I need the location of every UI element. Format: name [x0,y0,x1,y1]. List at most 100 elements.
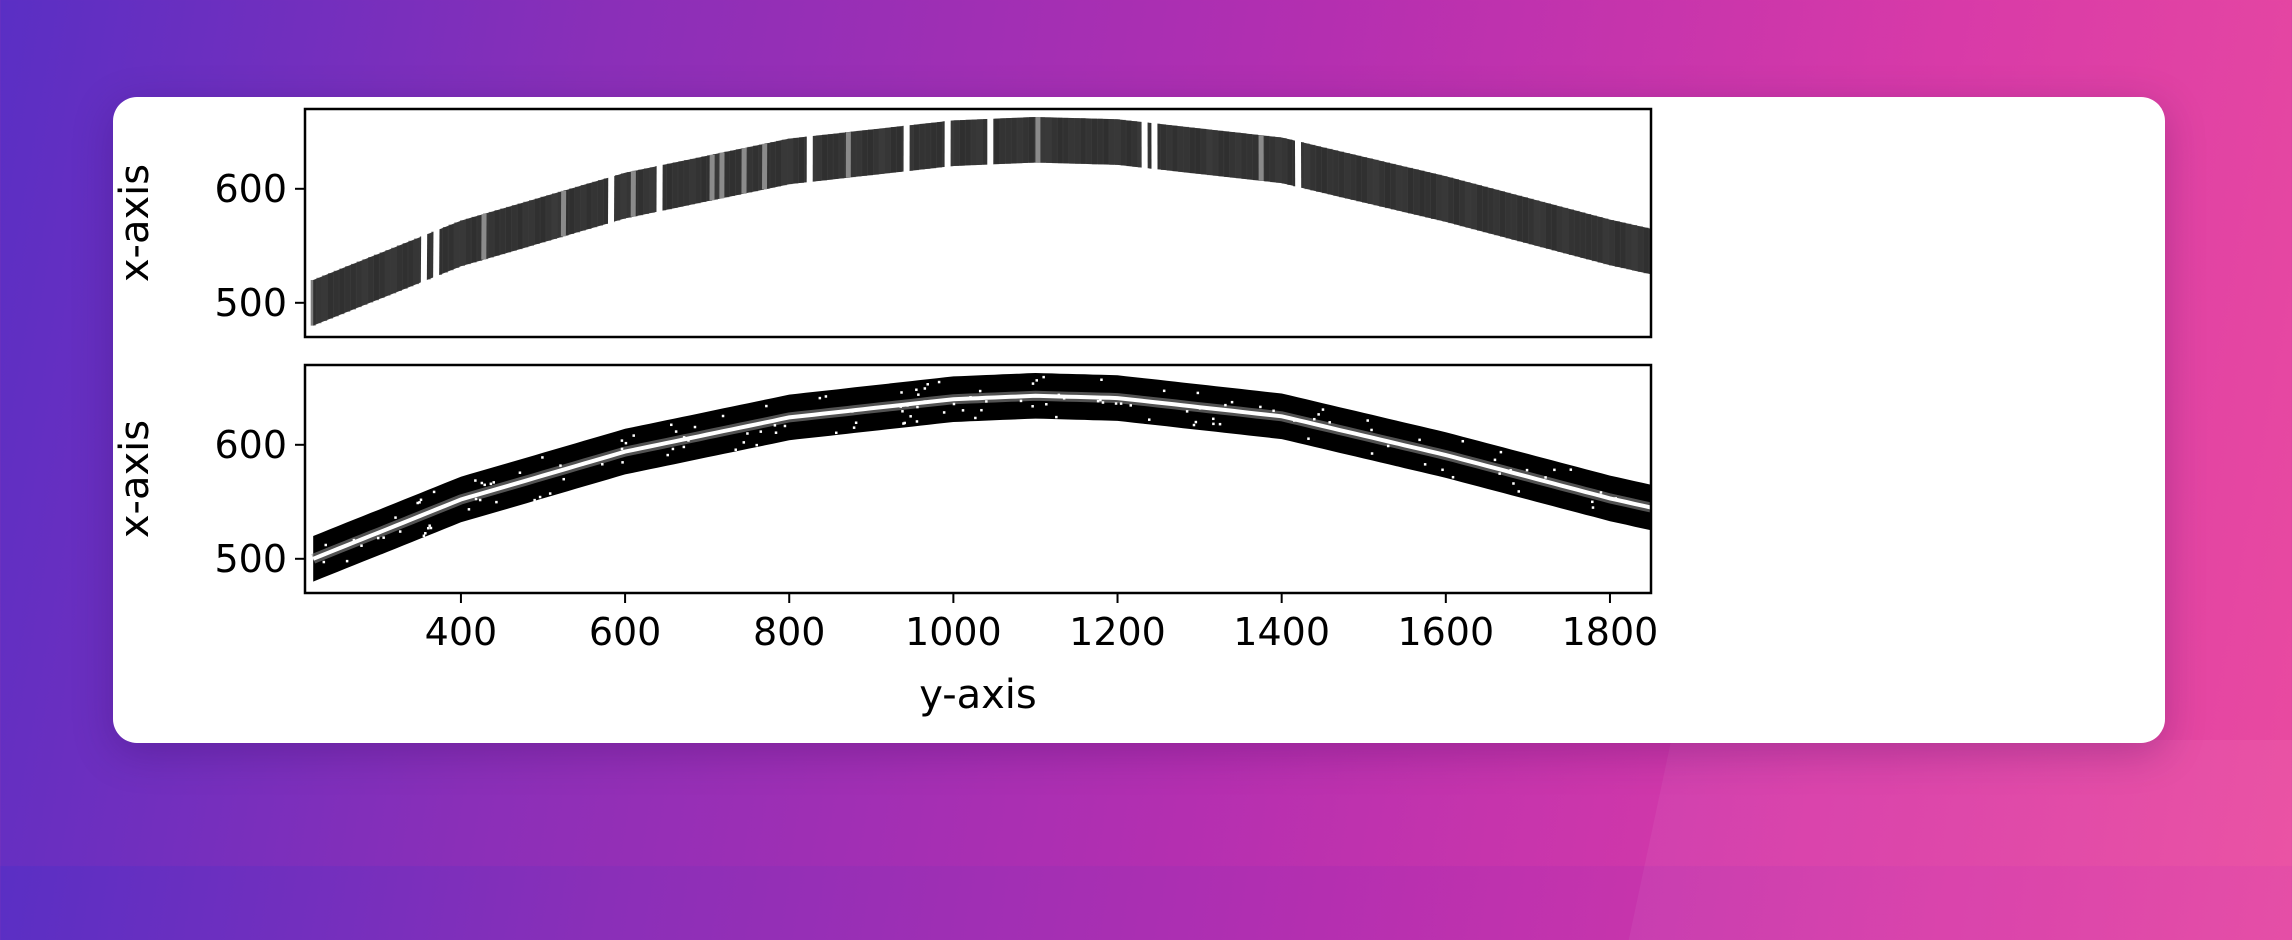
hot-pixel [1042,376,1045,379]
plot-area [313,117,1651,326]
hot-pixel [906,404,909,407]
hot-pixel [399,530,402,533]
x-tick-label: 1000 [905,610,1002,654]
y-tick-label: 500 [214,537,287,581]
hot-pixel [943,411,946,414]
hot-pixel [1163,390,1166,393]
hot-pixel [784,425,787,428]
hot-pixel [760,430,763,433]
hot-pixel [1129,404,1132,407]
hot-pixel [430,527,433,530]
hot-pixel [1317,413,1320,416]
hot-pixel [683,446,686,449]
hot-pixel [734,448,737,451]
hot-pixel [474,479,477,482]
hot-pixel [1366,419,1369,422]
hot-pixel [1387,445,1390,448]
hot-pixel [1195,421,1198,424]
x-tick-label: 800 [753,610,826,654]
hot-pixel [323,561,326,564]
hot-pixel [423,535,426,538]
x-axis-label: y-axis [919,672,1037,718]
hot-pixel [1313,418,1316,421]
hot-pixel [1224,404,1227,407]
y-axis-label: x-axis [113,420,158,538]
hot-pixel [1597,494,1600,497]
hot-pixel [1424,463,1427,466]
hot-pixel [926,383,929,386]
hot-pixel [917,393,920,396]
hot-pixel [670,424,673,427]
hot-pixel [969,396,972,399]
hot-pixel [1272,410,1275,413]
hot-pixel [979,390,982,393]
hot-pixel [900,405,903,408]
hot-pixel [1526,469,1529,472]
hot-pixel [916,420,919,423]
hot-pixel [687,439,690,442]
hot-pixel [1462,440,1465,443]
hot-pixel [1592,506,1595,509]
hot-pixel [1500,451,1503,454]
hot-pixel [743,441,746,444]
x-tick-label: 1200 [1069,610,1166,654]
hot-pixel [346,560,349,563]
hot-pixel [492,481,495,484]
hot-pixel [559,464,562,467]
hot-pixel [985,400,988,403]
hot-pixel [1600,491,1603,494]
hot-pixel [1322,408,1325,411]
hot-pixel [909,415,912,418]
hot-pixel [632,434,635,437]
hot-pixel [1055,416,1058,419]
hot-pixel [353,539,356,542]
hot-pixel [1370,429,1373,432]
hot-pixel [1498,472,1501,475]
y-axis-label: x-axis [113,164,158,282]
hot-pixel [915,389,918,392]
hot-pixel [874,406,877,409]
hot-pixel [621,461,624,464]
hot-pixel [1020,400,1023,403]
hot-pixel [382,536,385,539]
hot-pixel [424,532,427,535]
hot-pixel [835,432,838,435]
hot-pixel [468,508,471,511]
y-tick-label: 600 [214,423,287,467]
hot-pixel [549,492,552,495]
hot-pixel [775,431,778,434]
hot-pixel [1494,459,1497,462]
x-tick-label: 400 [425,610,498,654]
hot-pixel [1307,437,1310,440]
hot-pixel [621,439,624,442]
hot-pixel [765,405,768,408]
hot-pixel [1512,482,1515,485]
hot-pixel [1231,401,1234,404]
hot-pixel [433,491,436,494]
hot-pixel [1544,476,1547,479]
hot-pixel [479,499,482,502]
hot-pixel [1193,424,1196,427]
hot-pixel [1452,476,1455,479]
hot-pixel [416,502,419,505]
x-tick-label: 600 [589,610,662,654]
hot-pixel [901,410,904,413]
hot-pixel [851,410,854,413]
hot-pixel [495,501,498,504]
hot-pixel [683,436,686,439]
hot-pixel [755,444,758,447]
hot-pixel [825,395,828,398]
hot-pixel [903,422,906,425]
hot-pixel [533,499,536,502]
hot-pixel [420,499,423,502]
hot-pixel [1441,469,1444,472]
y-tick-label: 500 [214,281,287,325]
background-decoration [1629,740,2292,940]
hot-pixel [675,430,678,433]
hot-pixel [1115,402,1118,405]
hot-pixel [1063,397,1066,400]
hot-pixel [427,527,430,530]
